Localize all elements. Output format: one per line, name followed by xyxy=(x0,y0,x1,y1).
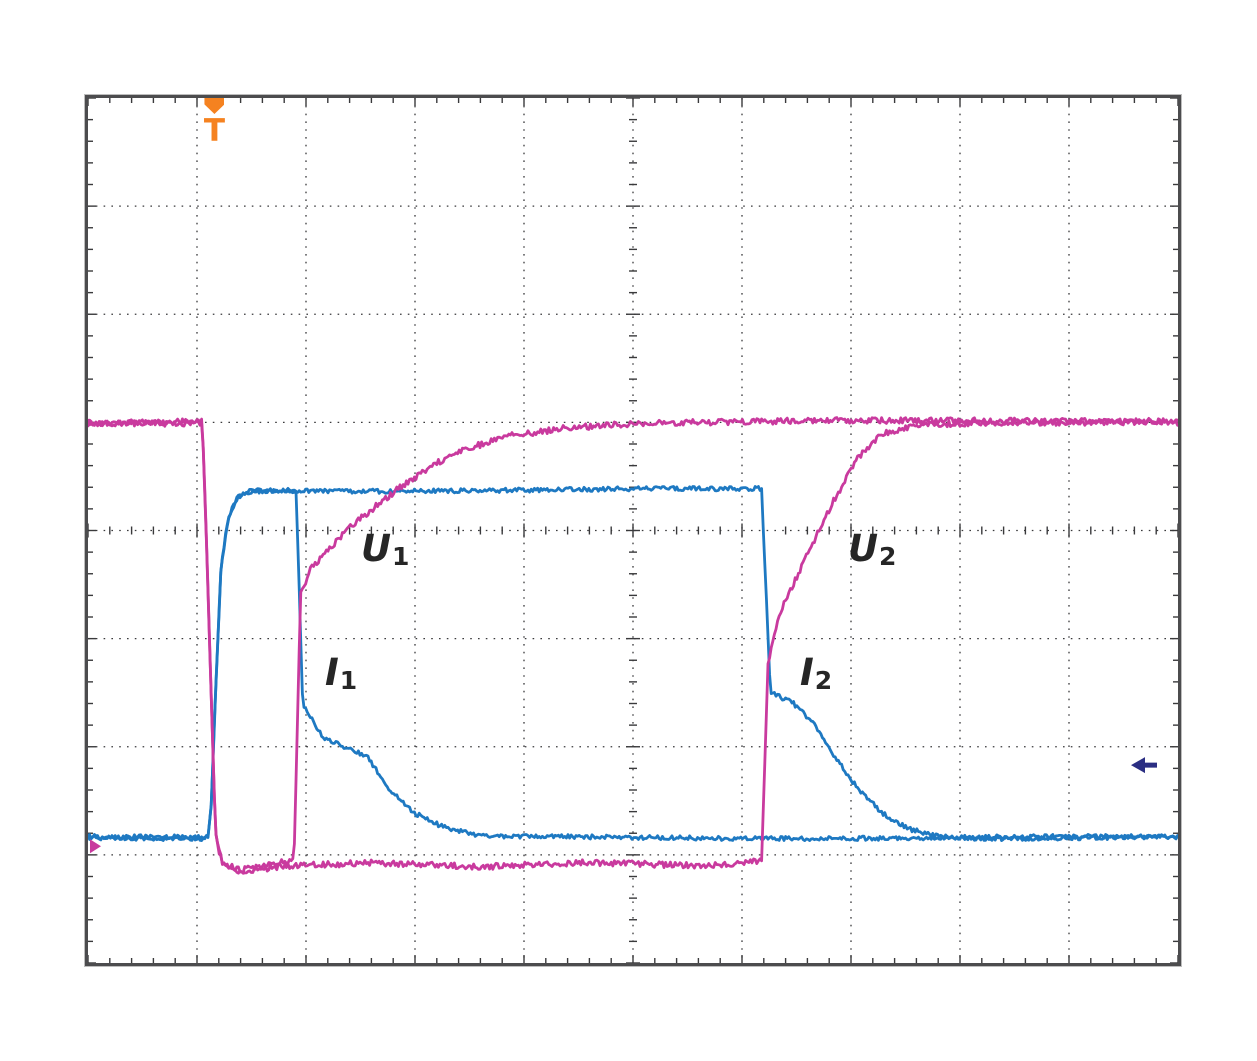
trace-u2 xyxy=(88,418,1178,875)
graticule-ticks xyxy=(88,98,1178,963)
trigger-marker: T xyxy=(201,98,227,147)
trigger-arrow-icon xyxy=(204,98,225,114)
trace-i1 xyxy=(88,487,1178,842)
reference-level-arrow-tail xyxy=(1145,762,1157,768)
traces xyxy=(88,416,1178,875)
waveform-label-u1: U1 xyxy=(361,527,410,571)
reference-level-arrow-icon xyxy=(1131,757,1145,774)
waveform-plot xyxy=(88,98,1178,963)
markers xyxy=(90,757,1157,854)
trigger-symbol: T xyxy=(203,113,226,149)
waveform-label-i1: I1 xyxy=(325,651,358,695)
oscilloscope-screen: T U1 I1 U2 I2 xyxy=(84,94,1182,967)
waveform-label-i2: I2 xyxy=(800,651,833,695)
waveform-label-u2: U2 xyxy=(848,527,897,571)
channel-marker-icon xyxy=(90,839,101,854)
trace-i2 xyxy=(88,485,1178,842)
